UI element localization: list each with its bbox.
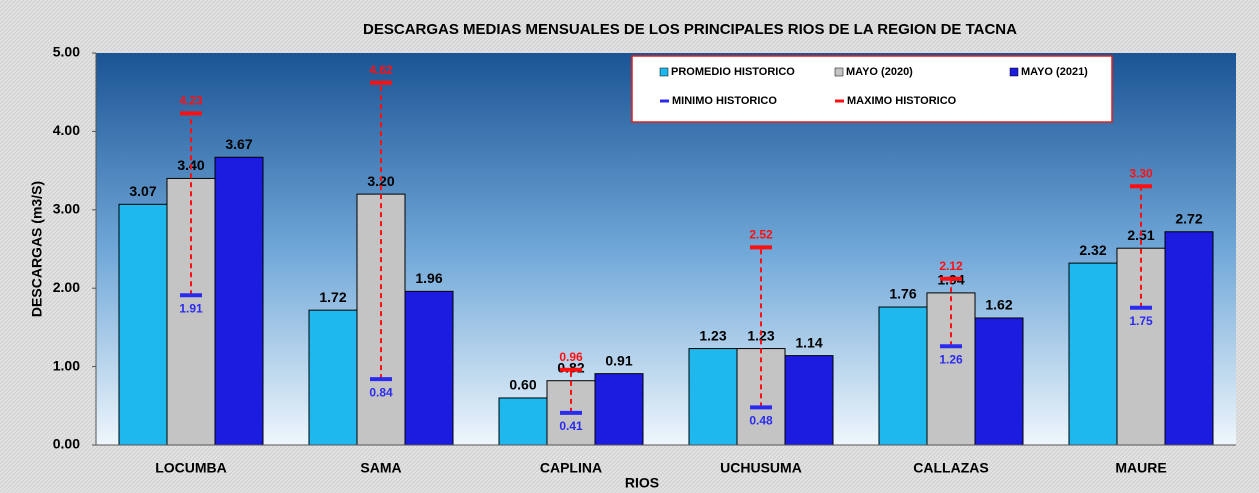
value-label: 0.60 <box>509 377 536 393</box>
marker-label: 2.12 <box>939 259 963 273</box>
bar <box>404 290 454 446</box>
value-label: 1.23 <box>699 327 726 343</box>
legend-swatch <box>834 67 844 77</box>
marker-label: 0.41 <box>559 419 583 433</box>
marker-label: 3.30 <box>1129 166 1153 180</box>
bar <box>878 306 928 446</box>
value-label: 1.96 <box>415 270 442 286</box>
x-tick-label: CALLAZAS <box>913 460 988 476</box>
value-label: 1.72 <box>319 289 346 305</box>
value-label: 3.07 <box>129 183 156 199</box>
value-label: 2.32 <box>1079 242 1106 258</box>
marker-label: 0.96 <box>559 350 583 364</box>
marker-label: 0.48 <box>749 414 773 428</box>
bar <box>688 348 738 446</box>
value-label: 2.72 <box>1175 210 1202 226</box>
marker-label: 2.52 <box>749 228 773 242</box>
marker-label: 0.84 <box>369 385 393 399</box>
y-tick-label: 4.00 <box>53 122 80 138</box>
legend-label: MINIMO HISTORICO <box>672 95 777 107</box>
value-label: 0.91 <box>605 352 632 368</box>
bar <box>1164 231 1214 446</box>
bar <box>974 317 1024 446</box>
y-tick-label: 5.00 <box>53 44 80 60</box>
legend-label: MAYO (2020) <box>846 66 913 78</box>
marker-label: 4.23 <box>179 94 203 108</box>
y-tick-label: 2.00 <box>53 279 80 295</box>
y-tick-label: 1.00 <box>53 357 80 373</box>
x-tick-label: SAMA <box>360 460 401 476</box>
chart-title: DESCARGAS MEDIAS MENSUALES DE LOS PRINCI… <box>363 21 1017 38</box>
marker-label: 4.62 <box>369 63 393 77</box>
x-tick-label: UCHUSUMA <box>720 460 802 476</box>
legend-swatch <box>1009 67 1019 77</box>
marker-label: 1.75 <box>1129 314 1153 328</box>
bar <box>784 355 834 446</box>
marker-label: 1.26 <box>939 352 963 366</box>
value-label: 1.14 <box>795 334 822 350</box>
value-label: 1.76 <box>889 286 916 302</box>
y-tick-label: 3.00 <box>53 201 80 217</box>
y-tick-label: 0.00 <box>53 436 80 452</box>
x-tick-label: MAURE <box>1115 460 1166 476</box>
bar <box>308 309 358 446</box>
marker-label: 1.91 <box>179 301 203 315</box>
bar <box>594 373 644 446</box>
bar <box>214 156 264 446</box>
legend <box>631 55 1113 123</box>
y-axis-label: DESCARGAS (m3/S) <box>29 181 45 317</box>
bar <box>498 397 548 446</box>
legend-label: MAXIMO HISTORICO <box>847 95 957 107</box>
legend-swatch <box>659 67 669 77</box>
bar <box>118 203 168 446</box>
legend-label: MAYO (2021) <box>1021 66 1088 78</box>
value-label: 1.62 <box>985 297 1012 313</box>
x-tick-label: LOCUMBA <box>155 460 227 476</box>
x-tick-label: CAPLINA <box>540 460 602 476</box>
bar <box>1068 262 1118 446</box>
legend-label: PROMEDIO HISTORICO <box>671 66 795 78</box>
value-label: 3.67 <box>225 136 252 152</box>
x-axis-label: RIOS <box>625 475 659 491</box>
